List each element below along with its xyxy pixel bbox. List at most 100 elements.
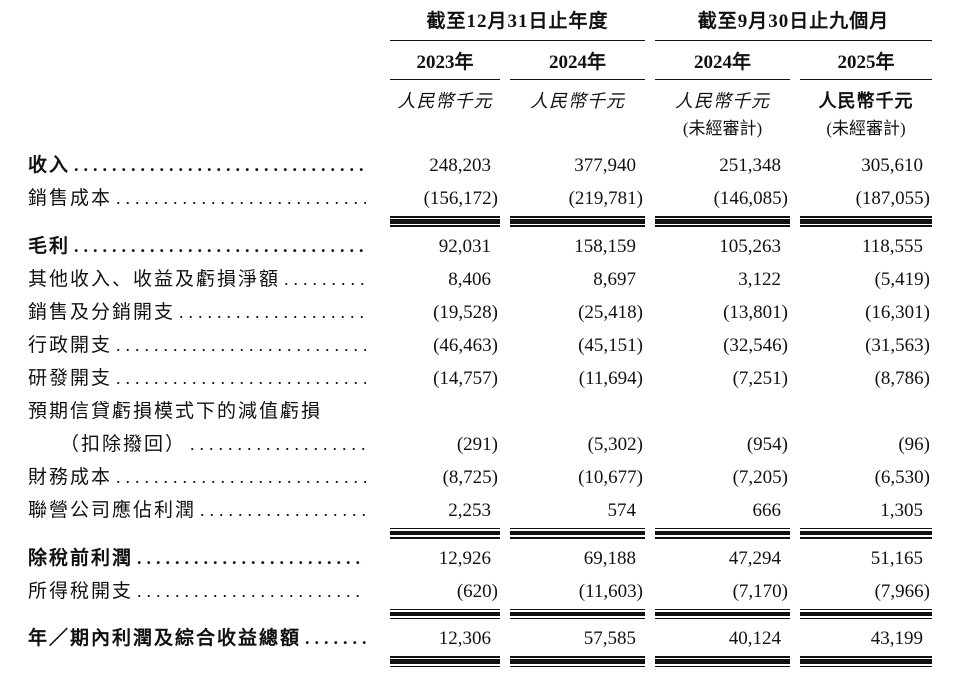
dot-leader <box>112 182 366 215</box>
value-2023: (291) <box>456 433 498 455</box>
value-2023: 2,253 <box>448 499 491 521</box>
unit-row: 人民幣千元 人民幣千元 人民幣千元 人民幣千元 <box>28 80 932 112</box>
row-other-income-gains-losses: 其他收入、收益及虧損淨額 8,406 8,697 3,122 (5,419) <box>28 263 932 296</box>
row-label: 年／期內利潤及綜合收益總額 <box>28 628 302 650</box>
value-2024: 8,697 <box>593 268 636 290</box>
value-2025-9m: 118,555 <box>861 235 923 257</box>
row-finance-costs: 財務成本 (8,725) (10,677) (7,205) (6,530) <box>28 461 932 494</box>
row-label: 銷售成本 <box>28 188 113 209</box>
row-label: 其他收入、收益及虧損淨額 <box>28 268 281 290</box>
row-label: 研發開支 <box>28 367 113 389</box>
grand-total-rule <box>510 655 645 670</box>
row-label: 除稅前利潤 <box>28 547 134 569</box>
dot-leader <box>133 575 366 608</box>
dot-leader <box>112 461 366 494</box>
value-2025-9m: 305,610 <box>861 155 923 176</box>
value-2025-9m: (187,055) <box>855 188 930 209</box>
total-rule <box>510 527 645 542</box>
value-2023: (14,757) <box>433 367 498 389</box>
unaudited-label: (未經審計) <box>826 119 906 138</box>
value-2024-9m: 105,263 <box>719 235 781 257</box>
value-2025-9m: 1,305 <box>880 499 923 521</box>
value-2024-9m: 251,348 <box>719 155 781 176</box>
dot-leader <box>186 428 366 461</box>
total-rule <box>800 527 932 542</box>
unit-label: 人民幣千元 <box>818 91 914 111</box>
col-group-annual: 截至12月31日止年度 <box>380 10 645 41</box>
value-2025-9m: 51,165 <box>870 547 923 569</box>
col-group-interim-label: 截至9月30日止九個月 <box>697 11 890 32</box>
row-revenue: 收入 248,203 377,940 251,348 305,610 <box>28 149 932 182</box>
row-cost-of-sales: 銷售成本 (156,172) (219,781) (146,085) (187,… <box>28 182 932 230</box>
value-2024: 158,159 <box>574 235 636 257</box>
value-2024-9m: 40,124 <box>728 628 781 650</box>
value-2024-9m: 666 <box>752 499 782 521</box>
total-rule <box>655 527 790 542</box>
row-label: 銷售及分銷開支 <box>28 301 176 323</box>
total-rule <box>510 215 645 230</box>
row-label: 毛利 <box>28 235 71 257</box>
col-year-2023: 2023年 <box>380 41 500 80</box>
value-2023: 92,031 <box>438 235 491 257</box>
dot-leader <box>301 622 366 655</box>
total-rule <box>655 608 790 623</box>
value-2023: 12,306 <box>438 628 491 650</box>
value-2024-9m: 47,294 <box>728 547 781 569</box>
dot-leader <box>70 149 366 182</box>
total-rule <box>390 527 500 542</box>
total-rule <box>800 215 932 230</box>
value-2025-9m: (96) <box>898 433 930 455</box>
dot-leader <box>196 494 366 527</box>
value-2024-9m: (13,801) <box>723 301 788 323</box>
col-group-interim: 截至9月30日止九個月 <box>645 10 932 41</box>
value-2024: (10,677) <box>578 466 643 488</box>
value-2024-9m: (7,170) <box>732 580 788 602</box>
row-label: 所得稅開支 <box>28 580 134 602</box>
value-2025-9m: (8,786) <box>874 367 930 389</box>
value-2023: (46,463) <box>433 334 498 356</box>
row-administrative-expenses: 行政開支 (46,463) (45,151) (32,546) (31,563) <box>28 329 932 362</box>
row-rd-expenses: 研發開支 (14,757) (11,694) (7,251) (8,786) <box>28 362 932 395</box>
grand-total-rule <box>390 655 500 670</box>
value-2023: (156,172) <box>423 188 498 209</box>
col-year-2024-interim: 2024年 <box>645 41 790 80</box>
value-2024-9m: (7,251) <box>732 367 788 389</box>
total-rule <box>510 608 645 623</box>
value-2024: 574 <box>607 499 637 521</box>
value-2023: 12,926 <box>438 547 491 569</box>
row-impairment-losses-line1: 預期信貸虧損模式下的減值虧損 <box>28 395 932 428</box>
row-income-tax-expense: 所得稅開支 (620) (11,603) (7,170) (7,966) <box>28 575 932 623</box>
unaudited-label: (未經審計) <box>682 119 763 138</box>
total-rule <box>390 608 500 623</box>
value-2023: 8,406 <box>448 268 491 290</box>
value-2024: 57,585 <box>583 628 636 650</box>
unit-label: 人民幣千元 <box>397 91 493 111</box>
row-profit-before-tax: 除稅前利潤 12,926 69,188 47,294 51,165 <box>28 542 932 575</box>
row-gross-profit: 毛利 92,031 158,159 105,263 118,555 <box>28 230 932 263</box>
unit-label: 人民幣千元 <box>675 91 770 111</box>
row-total-profit-comprehensive-income: 年／期內利潤及綜合收益總額 12,306 57,585 40,124 43,19… <box>28 622 932 670</box>
value-2024: (219,781) <box>568 188 643 209</box>
row-impairment-losses-line2: （扣除撥回） (291) (5,302) (954) (96) <box>28 428 932 461</box>
value-2024: (25,418) <box>578 301 643 323</box>
value-2023: (8,725) <box>442 466 498 488</box>
value-2024-9m: 3,122 <box>738 268 781 290</box>
value-2024-9m: (32,546) <box>723 334 788 356</box>
value-2024-9m: (7,205) <box>732 466 788 488</box>
row-label: 聯營公司應佔利潤 <box>28 499 197 521</box>
value-2025-9m: 43,199 <box>870 628 923 650</box>
row-selling-distribution-expenses: 銷售及分銷開支 (19,528) (25,418) (13,801) (16,3… <box>28 296 932 329</box>
value-2024: 377,940 <box>574 155 636 176</box>
value-2023: (620) <box>456 580 498 602</box>
value-2024: (5,302) <box>587 433 643 455</box>
table-body: 收入 248,203 377,940 251,348 305,610 銷售成本 … <box>28 149 932 670</box>
value-2025-9m: (31,563) <box>865 334 930 356</box>
value-2024: 69,188 <box>583 547 636 569</box>
year-header-row: 2023年 2024年 2024年 2025年 <box>28 41 932 80</box>
value-2025-9m: (5,419) <box>874 268 930 290</box>
col-group-annual-label: 截至12月31日止年度 <box>426 11 609 32</box>
row-label: 預期信貸虧損模式下的減值虧損 <box>28 400 323 422</box>
col-year-2024-annual: 2024年 <box>500 41 645 80</box>
dot-leader <box>112 329 366 362</box>
value-2024: (45,151) <box>578 334 643 356</box>
